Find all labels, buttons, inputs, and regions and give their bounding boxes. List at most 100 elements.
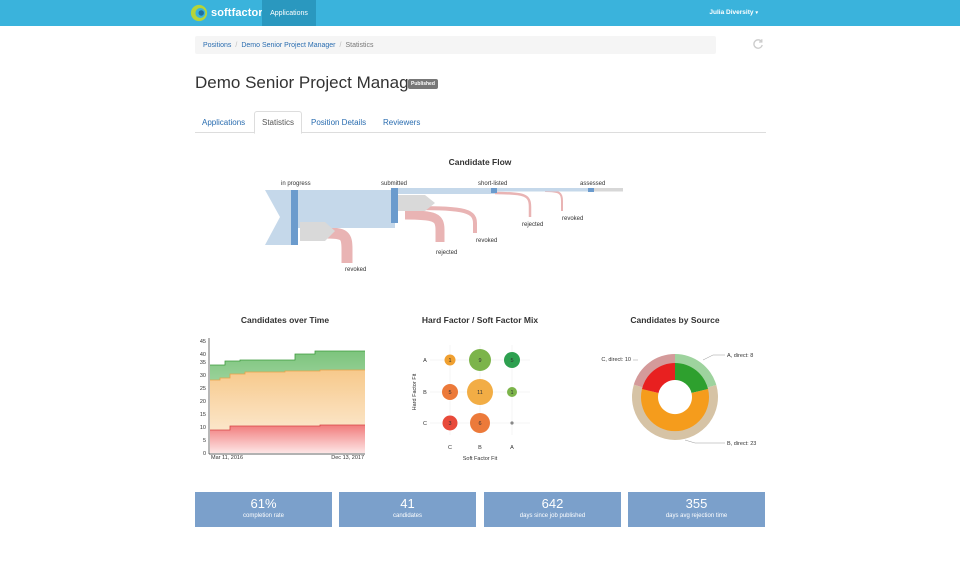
candidate-flow-title: Candidate Flow — [448, 157, 512, 167]
mix-bubble-label: 11 — [477, 390, 483, 396]
flow-exit-rejected — [494, 191, 532, 217]
stat-value: 41 — [400, 496, 415, 511]
tab-position-details[interactable]: Position Details — [311, 117, 367, 127]
refresh-icon[interactable] — [752, 38, 764, 50]
mix-bubble-label: 6 — [478, 421, 481, 427]
candidates-by-source-chart: C, direct: 10 A, direct: 8 B, direct: 23 — [601, 353, 756, 447]
series-middle-line — [210, 369, 365, 381]
flow-exit-rejected — [404, 210, 445, 242]
stat-label: candidates — [392, 513, 423, 519]
y-tick-label: 20 — [200, 399, 206, 405]
candidate-flow-chart: in progress submitted short-listed asses… — [265, 181, 623, 273]
stat-value: 642 — [541, 496, 564, 511]
row-label: C — [423, 421, 427, 427]
x-tick-label-start: Mar 11, 2016 — [211, 455, 243, 461]
stat-days-since-published: 642 days since job published — [484, 492, 621, 527]
mix-bubble[interactable] — [442, 415, 458, 431]
tab-statistics[interactable]: Statistics — [254, 111, 303, 134]
y-tick-label: 5 — [203, 438, 206, 444]
x-axis-label: Soft Factor Fit — [463, 456, 498, 462]
tab-reviewers[interactable]: Reviewers — [383, 117, 421, 127]
flow-exit-label: revoked — [562, 216, 583, 222]
mix-bubble[interactable] — [507, 387, 517, 397]
stat-avg-rejection-time: 355 days avg rejection time — [628, 492, 765, 527]
y-tick-label: 45 — [200, 339, 206, 345]
source-inner-a[interactable] — [675, 363, 708, 393]
breadcrumb-positions[interactable]: Positions — [203, 41, 232, 49]
status-badge: Published — [408, 79, 438, 89]
flow-band-start — [265, 190, 295, 245]
y-tick-label: 15 — [200, 412, 206, 418]
series-bottom-line — [210, 424, 365, 431]
flow-node-shortlisted — [491, 188, 497, 193]
col-label: B — [478, 445, 482, 451]
source-ring-b[interactable] — [631, 384, 718, 440]
brand-name: softfactors — [211, 7, 269, 19]
flow-exit-label: revoked — [476, 238, 497, 244]
stat-label: completion rate — [242, 513, 285, 519]
flow-stage-label: in progress — [281, 181, 311, 187]
source-label-b: B, direct: 23 — [727, 441, 756, 447]
user-menu[interactable]: Julia Diversity ▾ — [709, 9, 758, 16]
flow-node-in-progress — [291, 190, 298, 245]
over-time-title: Candidates over Time — [240, 315, 330, 325]
nav-applications-link[interactable]: Applications — [262, 0, 316, 26]
breadcrumb-separator: / — [235, 41, 238, 49]
y-axis-label: Hard Factor Fit — [412, 373, 418, 410]
mix-bubble[interactable] — [504, 352, 520, 368]
mix-bubble[interactable] — [444, 354, 456, 366]
stat-candidates: 41 candidates — [339, 492, 476, 527]
tab-bar: Applications Statistics Position Details… — [195, 111, 766, 134]
stat-label: days since job published — [519, 513, 586, 519]
stat-label: days avg rejection time — [665, 513, 728, 519]
user-name: Julia Diversity — [709, 9, 754, 16]
flow-branch-arrow — [397, 195, 435, 211]
tab-applications[interactable]: Applications — [202, 117, 246, 127]
mix-bubble-label: 1 — [510, 390, 513, 396]
flow-node-submitted — [391, 188, 398, 223]
row-label: B — [423, 390, 427, 396]
col-label: A — [510, 445, 514, 451]
flow-band-shortlisted — [495, 188, 590, 192]
mix-bubble[interactable] — [467, 379, 493, 405]
series-total-line — [210, 350, 365, 366]
stat-value: 61% — [250, 496, 277, 511]
mix-bubble-label: 1 — [448, 358, 451, 364]
mix-bubble[interactable] — [442, 384, 458, 400]
source-label-c: C, direct: 10 — [601, 357, 631, 363]
brand-logo[interactable]: softfactors — [190, 3, 269, 23]
flow-band-assessed — [590, 188, 623, 192]
stat-completion-rate: 61% completion rate — [195, 492, 332, 527]
flow-branch-arrow — [300, 222, 335, 241]
flow-node-assessed — [588, 188, 594, 192]
top-navbar: softfactors Applications Julia Diversity… — [0, 0, 960, 26]
y-tick-label: 30 — [200, 373, 206, 379]
mix-bubble-empty — [510, 421, 514, 425]
flow-stage-label: assessed — [580, 181, 605, 187]
flow-exit-label: rejected — [436, 250, 457, 256]
breadcrumb-separator: / — [339, 41, 342, 49]
source-inner-c[interactable] — [642, 363, 675, 393]
mix-bubble-label: 5 — [448, 390, 451, 396]
page-title: Demo Senior Project Manager — [195, 73, 424, 92]
mix-bubble-label: 3 — [448, 421, 451, 427]
mix-bubble-label: 5 — [510, 358, 513, 364]
mix-bubble[interactable] — [470, 413, 490, 433]
y-tick-label: 25 — [200, 386, 206, 392]
breadcrumb-position[interactable]: Demo Senior Project Manager — [241, 41, 336, 49]
softfactors-logo-icon — [190, 4, 208, 22]
mix-bubble[interactable] — [469, 349, 491, 371]
flow-exit-label: revoked — [345, 267, 366, 273]
breadcrumb-current: Statistics — [345, 41, 374, 49]
stat-value: 355 — [685, 496, 708, 511]
flow-stage-label: submitted — [381, 181, 407, 187]
y-tick-label: 40 — [200, 352, 206, 358]
mix-bubble-label: 9 — [478, 358, 481, 364]
breadcrumb: Positions / Demo Senior Project Manager … — [195, 36, 716, 54]
factor-mix-title: Hard Factor / Soft Factor Mix — [421, 315, 539, 325]
caret-down-icon: ▾ — [755, 10, 758, 16]
x-tick-label-end: Dec 13, 2017 — [331, 455, 364, 461]
series-bottom-area — [210, 425, 365, 453]
source-label-a: A, direct: 8 — [727, 353, 753, 359]
source-inner-b[interactable] — [641, 389, 709, 432]
